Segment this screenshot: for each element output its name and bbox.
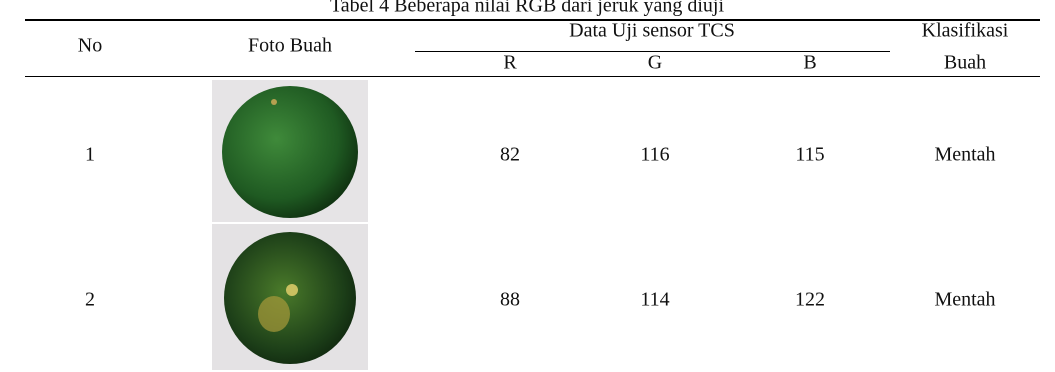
table-cell: 82 (500, 144, 520, 167)
header-cell: B (803, 52, 816, 75)
table-cell: 88 (500, 289, 520, 312)
table-cell: 1 (85, 144, 95, 167)
table-cell: Mentah (934, 289, 995, 312)
header-cell: Data Uji sensor TCS (569, 20, 735, 43)
header-cell: Foto Buah (248, 35, 332, 58)
table-cell: 122 (795, 289, 825, 312)
top-rule (25, 19, 1040, 21)
caption: Tabel 4 Beberapa nilai RGB dari jeruk ya… (330, 0, 724, 18)
header-rule (25, 76, 1040, 77)
table-cell: 116 (640, 144, 669, 167)
table-cell: 114 (640, 289, 669, 312)
page: Tabel 4 Beberapa nilai RGB dari jeruk ya… (0, 0, 1055, 372)
table-cell: 2 (85, 289, 95, 312)
header-cell: R (503, 52, 516, 75)
fruit-photo (212, 80, 368, 222)
table-cell: Mentah (934, 144, 995, 167)
header-cell: Klasifikasi (922, 20, 1009, 43)
header-cell: G (648, 52, 662, 75)
header-cell: Buah (944, 52, 986, 75)
table-cell: 115 (795, 144, 824, 167)
header-cell: No (78, 35, 102, 58)
fruit-photo (212, 224, 368, 370)
